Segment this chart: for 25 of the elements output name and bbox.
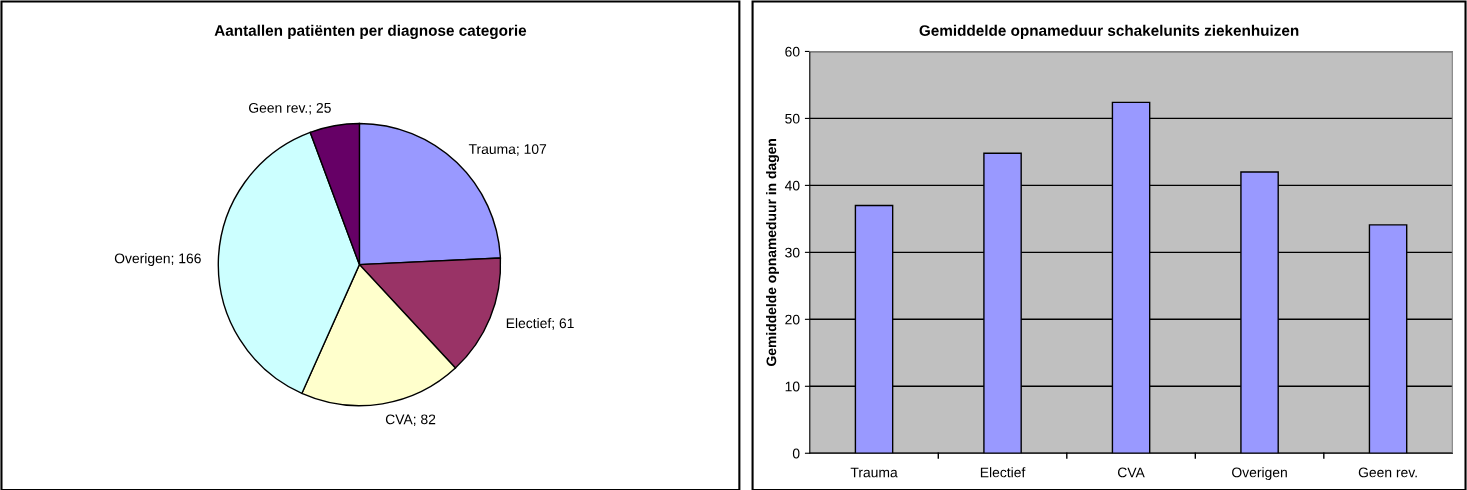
data-label: ; 61	[552, 318, 574, 330]
x-tick-label: Overigen	[1232, 467, 1287, 481]
chart-title: Gemiddelde opnameduur schakelunits ziekenhuizen	[919, 24, 1299, 39]
slice-label: CVA	[385, 414, 413, 425]
slice-label: Geen rev.	[248, 102, 307, 113]
data-label: ; 82	[413, 414, 436, 426]
chart-title: Aantallen patiënten per diagnose categorie	[214, 24, 527, 39]
y-tick-label: 0	[792, 448, 800, 459]
data-label: ; 25	[309, 102, 331, 115]
slice-label: Electief	[506, 317, 552, 329]
y-tick-label: 30	[785, 247, 800, 258]
slice-label: Overigen	[114, 253, 170, 267]
x-tick-label: Trauma	[850, 467, 898, 478]
data-label: ; 107	[517, 144, 547, 156]
y-tick-label: 40	[784, 180, 800, 191]
y-tick-label: 50	[785, 113, 800, 124]
y-tick-label: 20	[785, 314, 800, 325]
slice-label: Trauma	[468, 144, 516, 155]
y-axis-title: Gemiddelde opnameduur in dagen	[766, 138, 780, 366]
y-tick-label: 10	[785, 381, 800, 392]
x-tick-label: CVA	[1117, 467, 1145, 478]
data-label: ; 166	[171, 253, 201, 265]
x-tick-label: Electief	[980, 467, 1026, 478]
y-tick-label: 60	[785, 46, 800, 57]
x-tick-label: Geen rev.	[1358, 467, 1417, 478]
